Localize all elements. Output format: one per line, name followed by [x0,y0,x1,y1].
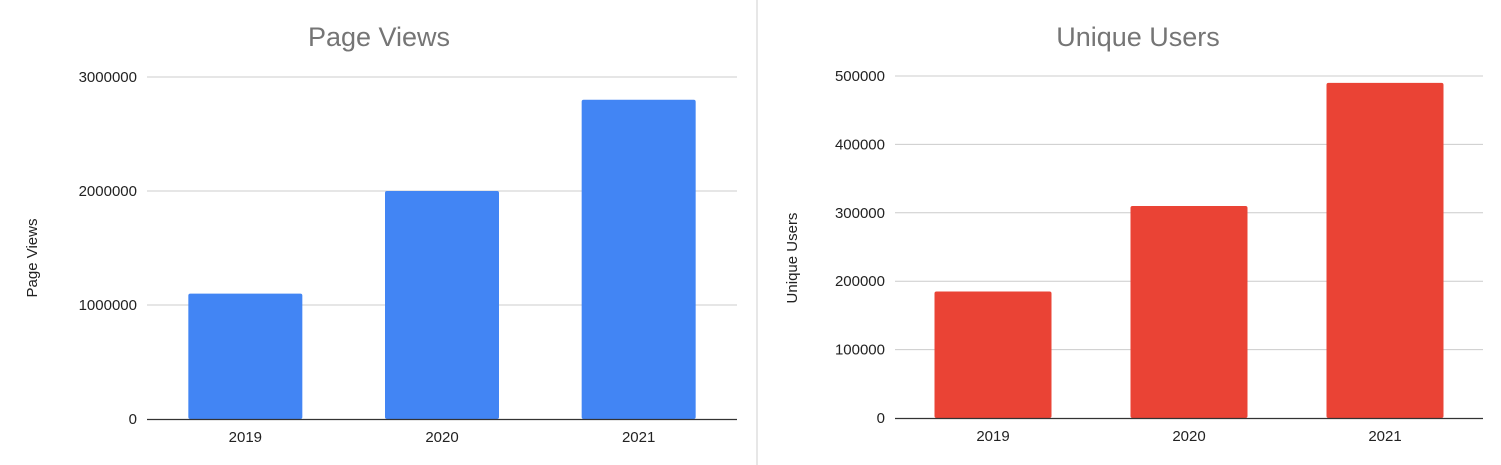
y-axis-label: Page Views [24,219,41,298]
bar-2021 [581,99,696,420]
y-tick-label: 0 [129,411,137,428]
y-tick-label: 500000 [835,68,885,85]
y-tick-label: 0 [877,410,885,427]
y-tick-label: 1000000 [79,297,137,314]
y-tick-label: 300000 [835,205,885,222]
bar-2019 [934,291,1052,418]
x-tick-label: 2019 [976,428,1009,445]
page-views-chart: Page Views Page Views 0 1000000 2000000 300… [24,22,737,446]
bar-2019 [188,293,303,419]
x-tick-label: 2019 [229,429,262,446]
chart-title: Page Views [308,22,450,52]
y-tick-label: 3000000 [79,69,137,86]
x-tick-label: 2021 [1368,428,1401,445]
chart-title: Unique Users [1056,22,1220,52]
y-tick-label: 100000 [835,342,885,359]
bar-2020 [1130,205,1248,418]
y-tick-label: 200000 [835,273,885,290]
y-tick-label: 400000 [835,136,885,153]
x-tick-label: 2020 [1172,428,1205,445]
x-tick-label: 2020 [425,429,458,446]
y-axis-label: Unique Users [784,213,801,304]
bar-2020 [385,191,499,419]
unique-users-chart: Unique Users Unique Users 0 100000 200000 3… [784,22,1483,445]
x-tick-label: 2021 [622,429,655,446]
bar-2021 [1326,82,1444,418]
y-tick-label: 2000000 [79,183,137,200]
